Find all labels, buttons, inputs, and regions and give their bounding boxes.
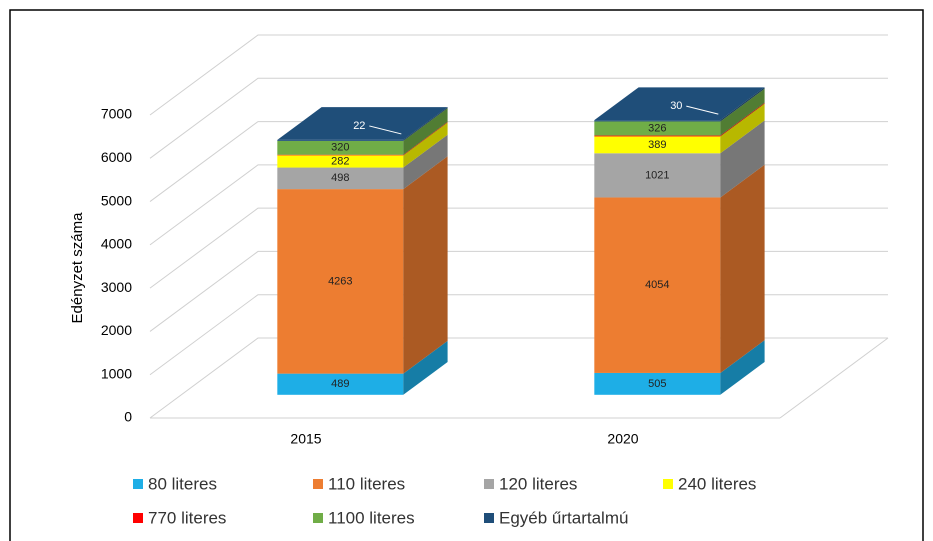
legend-label: 770 literes: [148, 508, 226, 527]
bar-side: [403, 121, 448, 156]
data-label: 326: [648, 122, 666, 134]
bar-front: [594, 136, 721, 154]
legend-swatch: [133, 479, 143, 489]
bar-front: [277, 154, 404, 156]
bar-side: [720, 88, 765, 136]
bar-side: [403, 108, 448, 155]
bar-top: [277, 107, 448, 140]
bar-side: [720, 102, 765, 137]
y-tick-label: 7000: [101, 106, 132, 122]
legend-label: Egyéb űrtartalmú: [499, 508, 628, 527]
bar-side: [720, 87, 765, 122]
legend-swatch: [313, 513, 323, 523]
data-label: 505: [648, 378, 666, 390]
data-label: 320: [331, 142, 349, 154]
bar-front: [594, 121, 721, 136]
bar-front: [594, 372, 721, 395]
data-label: 4054: [645, 279, 669, 291]
bar-side: [403, 107, 448, 141]
bar-side: [403, 122, 448, 168]
bar-top: [594, 87, 765, 121]
bar-side: [403, 340, 448, 395]
y-tick-label: 0: [124, 409, 132, 425]
floor-right: [779, 337, 889, 419]
legend-label: 80 literes: [148, 474, 217, 493]
bar-side: [720, 340, 765, 395]
frame: [9, 9, 924, 541]
y-tick-label: 6000: [101, 149, 132, 165]
legend-swatch: [484, 513, 494, 523]
legend-swatch: [313, 479, 323, 489]
data-label: 282: [331, 155, 349, 167]
bar-side: [720, 164, 765, 373]
legend-swatch: [133, 513, 143, 523]
bar-front: [594, 153, 721, 198]
y-tick-label: 1000: [101, 365, 132, 381]
bar-front: [277, 189, 404, 374]
x-tick-label: 2020: [607, 431, 638, 447]
bar-front: [277, 139, 404, 141]
data-label: 30: [670, 100, 682, 112]
bar-side: [403, 134, 448, 190]
data-label: 22: [353, 120, 365, 132]
data-label: 498: [331, 172, 349, 184]
data-label: 4263: [328, 275, 352, 287]
bar-front: [277, 373, 404, 395]
bar-front: [277, 140, 404, 155]
legend-label: 110 literes: [328, 474, 405, 493]
bar-front: [594, 197, 721, 373]
grid-line: [149, 34, 888, 116]
legend-label: 120 literes: [499, 474, 577, 493]
bar-front: [277, 155, 404, 168]
bar-side: [403, 156, 448, 374]
y-tick-label: 3000: [101, 279, 132, 295]
y-tick-label: 5000: [101, 192, 132, 208]
data-label: 489: [331, 378, 349, 390]
legend-swatch: [484, 479, 494, 489]
grid-line: [149, 77, 888, 159]
legend-label: 1100 literes: [328, 508, 415, 527]
leader-line: [369, 125, 402, 135]
bar-front: [277, 167, 404, 190]
y-axis-title: Edényzet száma: [69, 212, 86, 324]
leader-line: [686, 105, 719, 115]
legend-label: 240 literes: [678, 474, 756, 493]
legend-swatch: [663, 479, 673, 489]
y-tick-label: 2000: [101, 322, 132, 338]
bar-front: [594, 135, 721, 137]
y-tick-label: 4000: [101, 236, 132, 252]
data-label: 1021: [645, 169, 669, 181]
bar-front: [594, 120, 721, 122]
data-label: 389: [648, 139, 666, 151]
bar-side: [720, 120, 765, 198]
x-tick-label: 2015: [290, 431, 321, 447]
bar-side: [720, 103, 765, 154]
